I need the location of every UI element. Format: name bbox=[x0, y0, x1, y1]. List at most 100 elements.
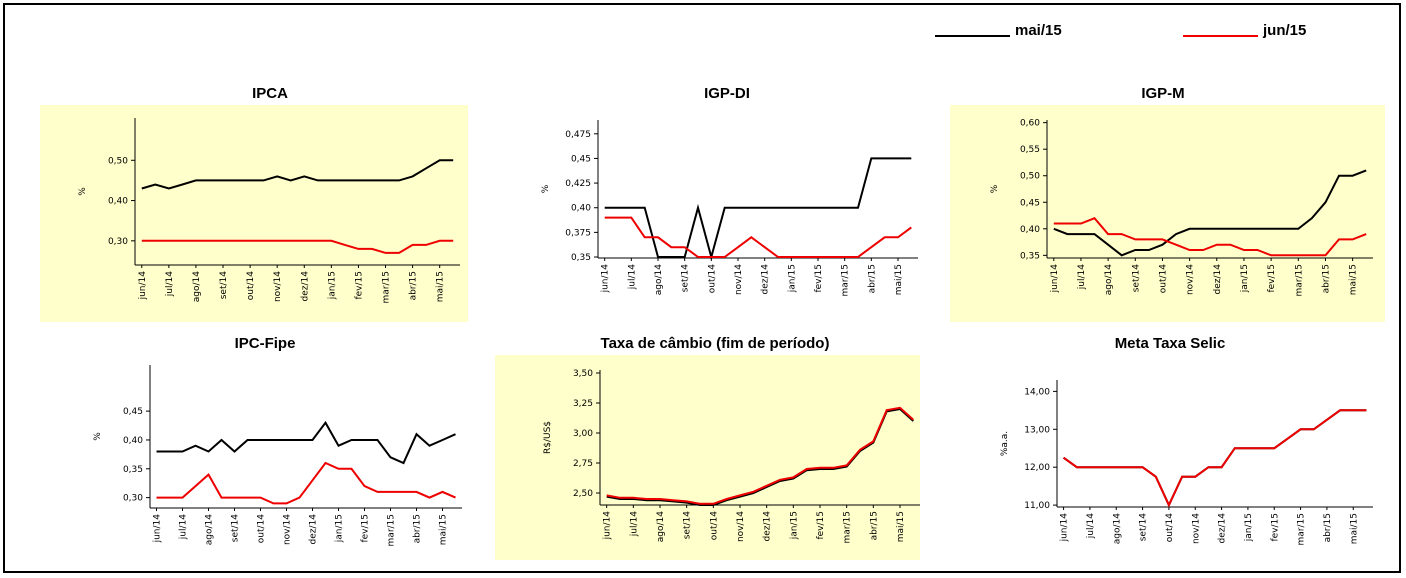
y-axis-label: %a.a. bbox=[1000, 431, 1010, 456]
x-tick-label: set/14 bbox=[683, 511, 693, 540]
x-tick-label: abr/15 bbox=[409, 271, 419, 300]
x-tick-label: jan/15 bbox=[1240, 264, 1250, 293]
y-axis-label: % bbox=[93, 432, 103, 441]
y-tick-label: 13,00 bbox=[1024, 425, 1050, 435]
x-tick-label: mar/15 bbox=[843, 511, 853, 543]
series-line bbox=[1053, 217, 1367, 257]
x-tick-label: ago/14 bbox=[1112, 513, 1122, 544]
chart-panel bbox=[40, 105, 468, 322]
x-tick-label: set/14 bbox=[681, 264, 691, 293]
y-tick-label: 0,30 bbox=[108, 237, 128, 247]
y-tick-label: 0,55 bbox=[1020, 145, 1040, 155]
x-tick-label: jan/15 bbox=[1244, 513, 1254, 542]
x-tick-label: mar/15 bbox=[1294, 264, 1304, 296]
chart-title: IGP-M bbox=[1141, 85, 1184, 102]
y-tick-label: 0,40 bbox=[1020, 225, 1040, 235]
y-tick-label: 0,45 bbox=[123, 407, 143, 417]
legend-label: jun/15 bbox=[1262, 22, 1306, 39]
y-tick-label: 0,30 bbox=[123, 494, 143, 504]
x-tick-label: dez/14 bbox=[763, 511, 773, 542]
y-tick-label: 0,45 bbox=[1020, 198, 1040, 208]
chart-title: Meta Taxa Selic bbox=[1115, 335, 1226, 352]
x-tick-label: nov/14 bbox=[283, 514, 293, 545]
x-tick-label: mai/15 bbox=[896, 511, 906, 542]
x-tick-label: out/14 bbox=[1165, 513, 1175, 542]
x-tick-label: out/14 bbox=[246, 271, 256, 300]
series-line bbox=[1053, 169, 1367, 257]
x-tick-label: out/14 bbox=[707, 264, 717, 293]
y-tick-label: 0,40 bbox=[108, 197, 128, 207]
legend-label: mai/15 bbox=[1015, 22, 1062, 39]
y-tick-label: 2,75 bbox=[573, 459, 593, 469]
x-tick-label: dez/14 bbox=[1218, 513, 1228, 544]
y-tick-label: 0,50 bbox=[108, 156, 128, 166]
x-tick-label: set/14 bbox=[231, 514, 241, 543]
x-tick-label: jun/14 bbox=[1050, 264, 1060, 294]
chart-title: Taxa de câmbio (fim de período) bbox=[601, 335, 830, 352]
chart-title: IPCA bbox=[252, 85, 288, 102]
x-tick-label: mar/15 bbox=[841, 264, 851, 296]
x-tick-label: jun/14 bbox=[138, 271, 148, 301]
x-tick-label: ago/14 bbox=[1104, 264, 1114, 295]
y-tick-label: 0,475 bbox=[565, 130, 591, 140]
x-tick-label: abr/15 bbox=[1321, 264, 1331, 293]
series-line bbox=[604, 216, 912, 258]
x-tick-label: jul/14 bbox=[1077, 264, 1087, 290]
y-tick-label: 12,00 bbox=[1024, 463, 1050, 473]
x-tick-label: jul/14 bbox=[1086, 513, 1096, 539]
series-line bbox=[604, 157, 912, 261]
chart-title: IPC-Fipe bbox=[235, 335, 296, 352]
x-tick-label: out/14 bbox=[1158, 264, 1168, 293]
x-tick-label: set/14 bbox=[1139, 513, 1149, 542]
x-tick-label: jun/14 bbox=[1060, 513, 1070, 543]
x-tick-label: abr/15 bbox=[1323, 513, 1333, 542]
y-tick-label: 3,25 bbox=[573, 399, 593, 409]
y-tick-label: 0,35 bbox=[1020, 251, 1040, 261]
x-tick-label: nov/14 bbox=[736, 511, 746, 542]
x-tick-label: mai/15 bbox=[439, 514, 449, 545]
y-tick-label: 0,40 bbox=[123, 436, 143, 446]
x-tick-label: jul/14 bbox=[629, 511, 639, 537]
x-tick-label: jun/14 bbox=[601, 264, 611, 294]
y-axis-label: % bbox=[990, 184, 1000, 193]
chart-title: IGP-DI bbox=[704, 85, 750, 102]
x-tick-label: nov/14 bbox=[1186, 264, 1196, 295]
x-tick-label: out/14 bbox=[257, 514, 267, 543]
series-line bbox=[156, 461, 456, 505]
x-tick-label: fev/15 bbox=[361, 514, 371, 543]
y-axis-label: % bbox=[78, 187, 88, 196]
x-tick-label: mai/15 bbox=[1349, 264, 1359, 295]
y-tick-label: 3,00 bbox=[573, 429, 593, 439]
chart-panel bbox=[495, 355, 920, 560]
x-tick-label: ago/14 bbox=[205, 514, 215, 545]
y-tick-label: 0,425 bbox=[565, 179, 591, 189]
x-tick-label: abr/15 bbox=[867, 264, 877, 293]
y-tick-label: 0,40 bbox=[571, 204, 591, 214]
x-tick-label: jan/15 bbox=[787, 264, 797, 293]
chart-panel bbox=[950, 105, 1385, 322]
x-tick-label: fev/15 bbox=[354, 271, 364, 300]
x-tick-label: fev/15 bbox=[1267, 264, 1277, 293]
x-tick-label: dez/14 bbox=[300, 271, 310, 302]
x-tick-label: abr/15 bbox=[413, 514, 423, 543]
y-tick-label: 0,45 bbox=[571, 154, 591, 164]
x-tick-label: dez/14 bbox=[309, 514, 319, 545]
x-tick-label: mai/15 bbox=[1349, 513, 1359, 544]
x-tick-label: jan/15 bbox=[789, 511, 799, 540]
y-axis-label: % bbox=[541, 184, 551, 193]
x-tick-label: mai/15 bbox=[436, 271, 446, 302]
series-line bbox=[606, 406, 914, 505]
y-tick-label: 11,00 bbox=[1024, 501, 1050, 511]
x-tick-label: mar/15 bbox=[382, 271, 392, 303]
x-tick-label: jan/15 bbox=[327, 271, 337, 300]
x-tick-label: out/14 bbox=[709, 511, 719, 540]
x-tick-label: fev/15 bbox=[1270, 513, 1280, 542]
x-tick-label: fev/15 bbox=[816, 511, 826, 540]
x-tick-label: jul/14 bbox=[627, 264, 637, 290]
y-axis-label: R$/US$ bbox=[543, 421, 553, 454]
x-tick-label: mar/15 bbox=[387, 514, 397, 546]
y-tick-label: 3,50 bbox=[573, 369, 593, 379]
series-line bbox=[606, 407, 914, 506]
x-tick-label: ago/14 bbox=[192, 271, 202, 302]
y-tick-label: 0,50 bbox=[1020, 172, 1040, 182]
